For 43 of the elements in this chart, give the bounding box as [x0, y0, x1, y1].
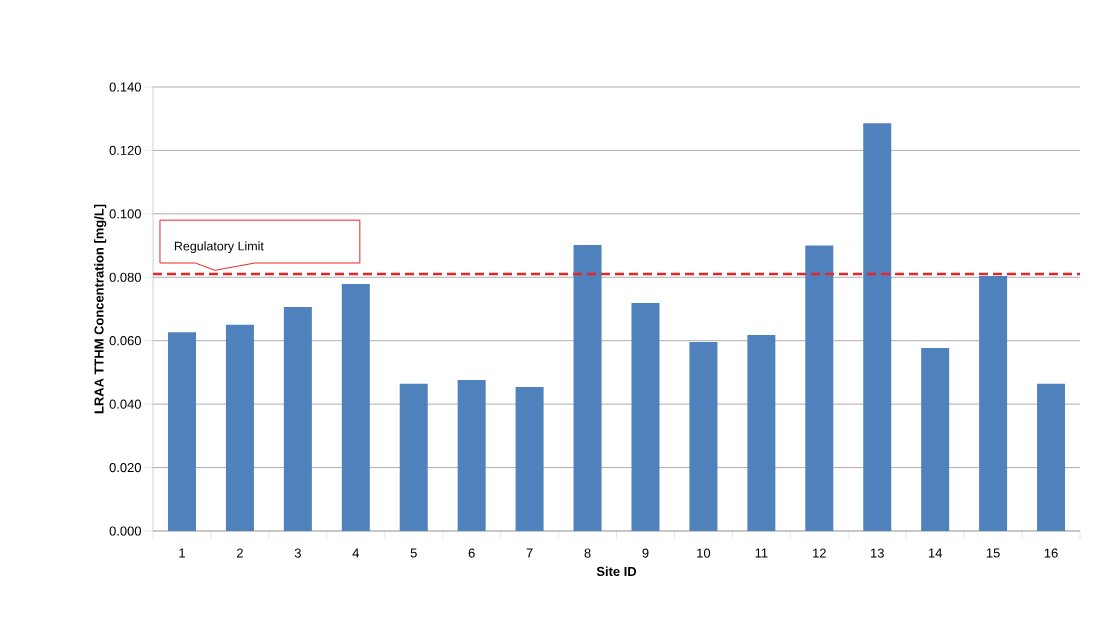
- x-tick-label: 10: [697, 548, 711, 558]
- x-tick-label: 11: [755, 548, 768, 558]
- y-tick-label: 0.040: [109, 399, 141, 409]
- y-tick-label: 0.120: [109, 145, 141, 155]
- x-tick-label: 6: [468, 548, 475, 558]
- y-axis-title: LRAA TTHM Concentration [mg/L]: [94, 204, 107, 414]
- y-tick-label: 0.100: [109, 209, 141, 219]
- x-tick-label: 3: [294, 548, 301, 558]
- bar: [399, 383, 428, 531]
- bar: [515, 387, 544, 531]
- x-tick-label: 16: [1044, 548, 1058, 558]
- bar: [457, 380, 486, 531]
- y-tick-label: 0.060: [109, 336, 141, 346]
- bar: [805, 245, 834, 531]
- bar: [631, 302, 660, 531]
- bar: [167, 332, 196, 531]
- x-tick-label: 14: [928, 548, 942, 558]
- bar: [921, 347, 950, 531]
- x-tick-label: 9: [642, 548, 649, 558]
- ref-line-label: Regulatory Limit: [174, 241, 264, 253]
- x-tick-label: 2: [236, 548, 243, 558]
- bar: [341, 283, 370, 531]
- bar: [1037, 383, 1066, 531]
- x-tick-label: 7: [526, 548, 533, 558]
- x-tick-label: 4: [352, 548, 360, 558]
- bar: [573, 244, 602, 531]
- y-tick-label: 0.000: [109, 526, 141, 536]
- bar: [979, 276, 1008, 531]
- x-tick-label: 13: [871, 548, 884, 558]
- y-tick-label: 0.020: [109, 462, 141, 473]
- bar: [747, 334, 776, 531]
- bar: [689, 341, 718, 531]
- y-tick-label: 0.140: [109, 82, 141, 92]
- x-tick-label: 15: [986, 548, 1000, 558]
- x-tick-label: 12: [813, 548, 826, 558]
- x-tick-label: 5: [410, 548, 417, 558]
- bar: [863, 123, 892, 531]
- x-tick-label: 8: [584, 548, 591, 558]
- x-axis-title: Site ID: [596, 566, 637, 577]
- y-tick-label: 0.080: [109, 272, 141, 282]
- x-tick-label: 1: [179, 548, 185, 558]
- bar: [225, 324, 254, 531]
- bar: [283, 307, 312, 531]
